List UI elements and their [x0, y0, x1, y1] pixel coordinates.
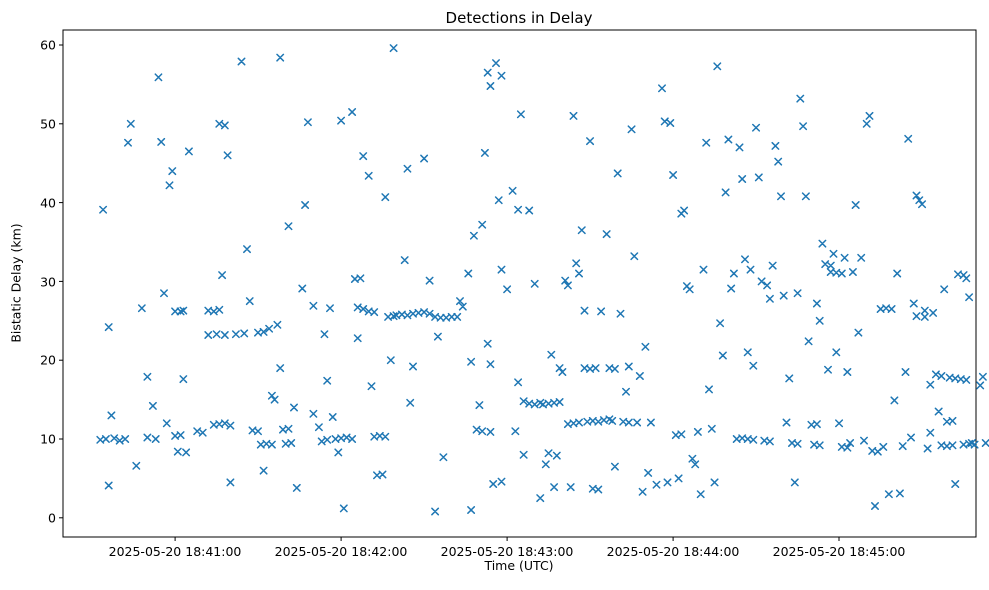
- y-tick-label: 10: [40, 431, 56, 447]
- axes-spines: [62, 29, 977, 538]
- y-tick-label: 0: [48, 510, 56, 526]
- y-tick-label: 30: [40, 274, 56, 290]
- x-tick-label: 2025-05-20 18:44:00: [606, 544, 740, 559]
- x-tick-label: 2025-05-20 18:43:00: [440, 544, 574, 559]
- x-tick-label: 2025-05-20 18:42:00: [274, 544, 408, 559]
- y-tick-label: 40: [40, 195, 56, 211]
- x-axis-label: Time (UTC): [484, 558, 554, 573]
- x-tick-label: 2025-05-20 18:41:00: [108, 544, 242, 559]
- chart-title: Detections in Delay: [445, 9, 593, 27]
- y-tick-label: 60: [40, 37, 56, 53]
- y-tick-label: 20: [40, 352, 56, 368]
- x-tick-label: 2025-05-20 18:45:00: [772, 544, 906, 559]
- scatter-points: [96, 44, 989, 516]
- y-tick-label: 50: [40, 116, 56, 132]
- tick-marks: [59, 44, 840, 541]
